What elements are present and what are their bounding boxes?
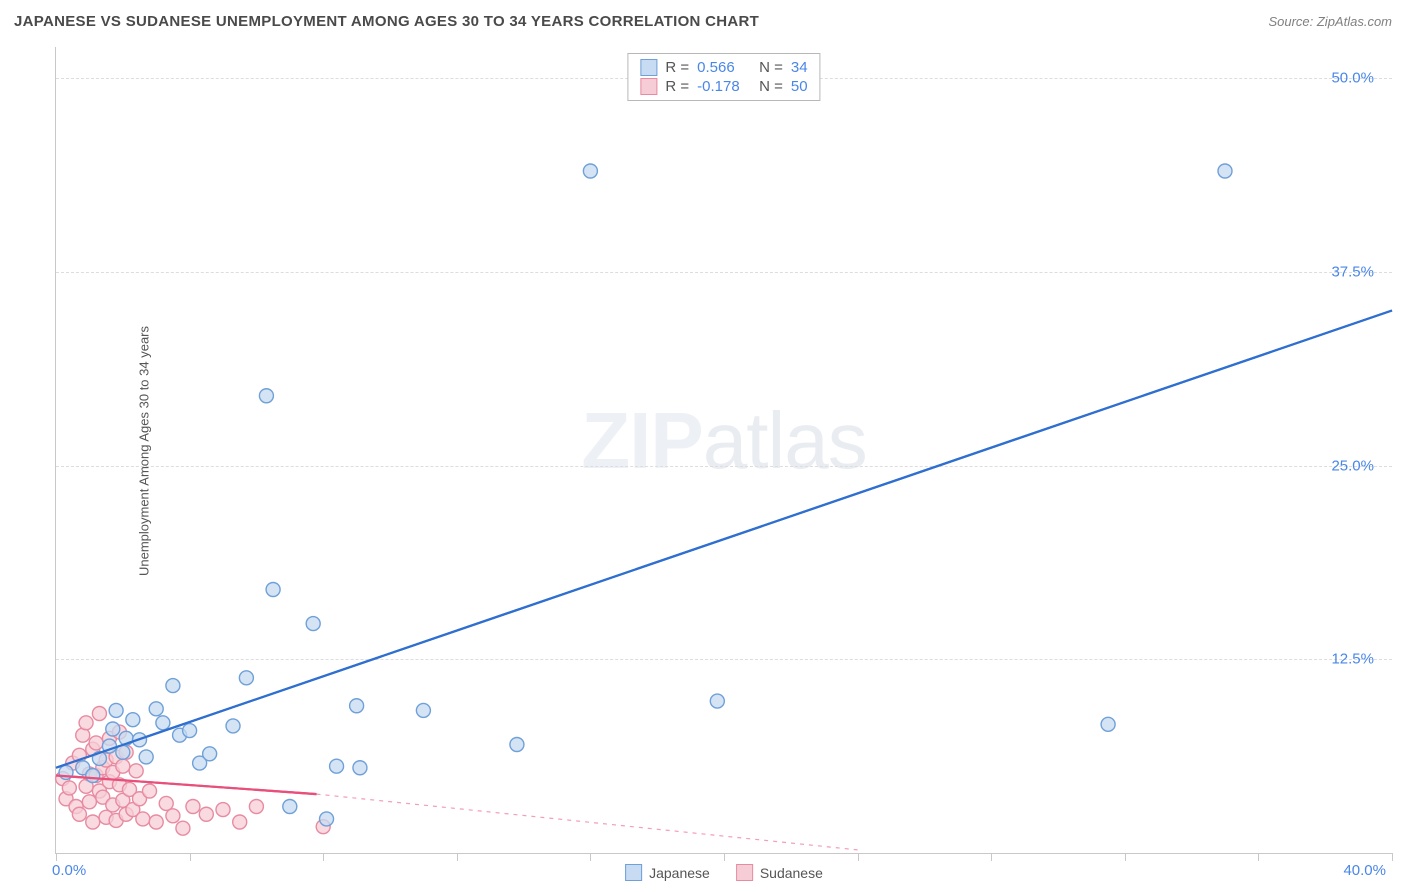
series-legend-label: Japanese	[649, 865, 710, 881]
data-point-japanese	[416, 703, 430, 717]
data-point-japanese	[126, 713, 140, 727]
data-point-sudanese	[72, 807, 86, 821]
data-point-sudanese	[186, 800, 200, 814]
data-point-sudanese	[129, 764, 143, 778]
data-point-sudanese	[82, 795, 96, 809]
x-tick	[1125, 853, 1126, 861]
x-tick	[323, 853, 324, 861]
n-label: N =	[759, 59, 783, 76]
data-point-japanese	[1218, 164, 1232, 178]
data-point-japanese	[226, 719, 240, 733]
data-point-japanese	[266, 583, 280, 597]
data-point-japanese	[109, 703, 123, 717]
n-value: 50	[791, 78, 808, 95]
x-axis-min-label: 0.0%	[52, 862, 86, 879]
data-point-japanese	[583, 164, 597, 178]
data-point-japanese	[166, 679, 180, 693]
correlation-legend-row: R = -0.178 N = 50	[640, 77, 807, 96]
data-point-sudanese	[249, 800, 263, 814]
x-tick	[1258, 853, 1259, 861]
data-point-sudanese	[159, 796, 173, 810]
x-tick	[991, 853, 992, 861]
x-tick	[724, 853, 725, 861]
data-point-japanese	[156, 716, 170, 730]
x-tick	[1392, 853, 1393, 861]
n-value: 34	[791, 59, 808, 76]
r-label: R =	[665, 78, 689, 95]
data-point-japanese	[149, 702, 163, 716]
data-point-sudanese	[136, 812, 150, 826]
data-point-japanese	[353, 761, 367, 775]
series-legend-item: Japanese	[625, 864, 710, 881]
chart-title: JAPANESE VS SUDANESE UNEMPLOYMENT AMONG …	[14, 13, 759, 30]
data-point-japanese	[283, 800, 297, 814]
data-point-japanese	[239, 671, 253, 685]
data-point-japanese	[1101, 717, 1115, 731]
data-point-sudanese	[199, 807, 213, 821]
r-value: 0.566	[697, 59, 751, 76]
data-point-japanese	[106, 722, 120, 736]
data-point-sudanese	[89, 736, 103, 750]
data-point-sudanese	[92, 707, 106, 721]
data-point-sudanese	[62, 781, 76, 795]
data-point-sudanese	[149, 815, 163, 829]
r-label: R =	[665, 59, 689, 76]
data-point-japanese	[203, 747, 217, 761]
x-tick	[56, 853, 57, 861]
data-point-japanese	[183, 724, 197, 738]
plot-area: ZIPatlas 12.5%25.0%37.5%50.0% R =0.566N …	[55, 47, 1392, 854]
trend-line-dashed-sudanese	[317, 794, 858, 850]
chart-header: JAPANESE VS SUDANESE UNEMPLOYMENT AMONG …	[0, 0, 1406, 42]
data-point-sudanese	[79, 716, 93, 730]
x-tick	[190, 853, 191, 861]
data-point-japanese	[350, 699, 364, 713]
data-point-sudanese	[116, 759, 130, 773]
data-point-japanese	[510, 738, 524, 752]
data-point-japanese	[320, 812, 334, 826]
data-point-japanese	[86, 769, 100, 783]
data-point-sudanese	[86, 815, 100, 829]
series-legend-item: Sudanese	[736, 864, 823, 881]
data-point-japanese	[330, 759, 344, 773]
data-point-sudanese	[216, 803, 230, 817]
data-point-japanese	[710, 694, 724, 708]
x-axis-max-label: 40.0%	[1343, 862, 1386, 879]
data-point-japanese	[306, 617, 320, 631]
chart-container: Unemployment Among Ages 30 to 34 years Z…	[55, 47, 1392, 854]
n-label: N =	[759, 78, 783, 95]
series-legend-label: Sudanese	[760, 865, 823, 881]
legend-swatch-icon	[736, 864, 753, 881]
data-point-sudanese	[233, 815, 247, 829]
correlation-legend: R = 0.566 N = 34 R = -0.178 N = 50	[627, 53, 820, 101]
data-point-japanese	[259, 389, 273, 403]
legend-swatch-icon	[625, 864, 642, 881]
x-tick	[858, 853, 859, 861]
data-point-japanese	[139, 750, 153, 764]
data-point-sudanese	[166, 809, 180, 823]
data-point-sudanese	[176, 821, 190, 835]
data-point-sudanese	[143, 784, 157, 798]
r-value: -0.178	[697, 78, 751, 95]
correlation-legend-row: R = 0.566 N = 34	[640, 58, 807, 77]
scatter-plot-svg	[56, 47, 1392, 853]
x-tick	[590, 853, 591, 861]
x-tick	[457, 853, 458, 861]
chart-source: Source: ZipAtlas.com	[1268, 14, 1392, 29]
series-legend: Japanese Sudanese	[625, 864, 823, 881]
legend-swatch-icon	[640, 59, 657, 76]
legend-swatch-icon	[640, 78, 657, 95]
